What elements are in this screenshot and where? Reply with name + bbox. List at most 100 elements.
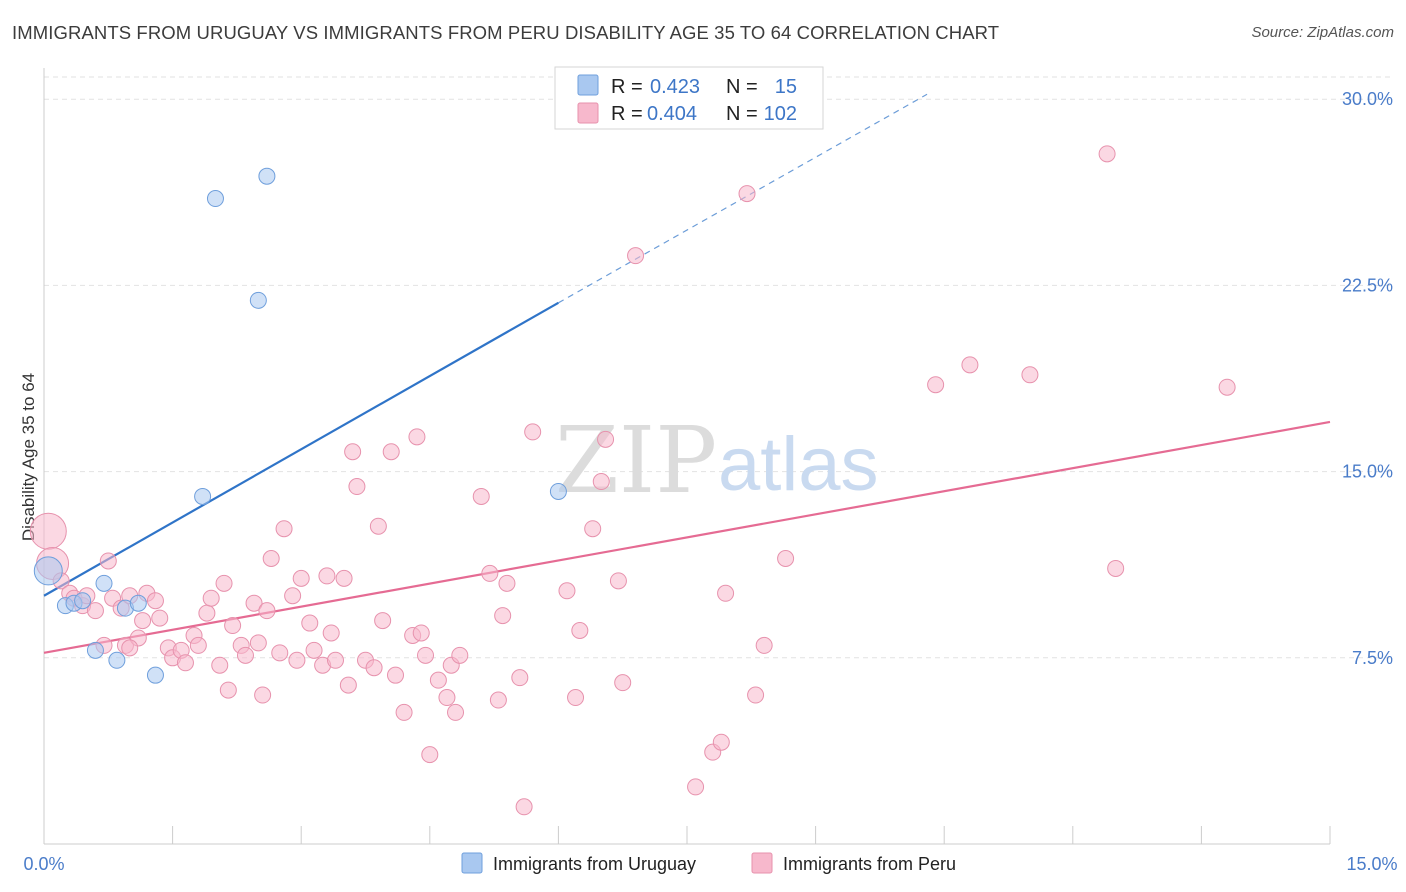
point-series-1-100: [219, 681, 237, 699]
point-series-1-101: [121, 639, 139, 657]
point-series-1-94: [1021, 366, 1039, 384]
point-series-1-31: [236, 646, 254, 664]
point-series-1-96: [1107, 559, 1125, 577]
point-series-1-70: [481, 564, 499, 582]
stats-legend-box: [554, 66, 824, 130]
y-tick-label-1: 15.0%: [1342, 462, 1393, 482]
point-series-1-25: [198, 604, 216, 622]
point-series-1-73: [498, 574, 516, 592]
x-tick-label-0: 0.0%: [23, 854, 64, 874]
data-points: [29, 145, 1236, 816]
bottom-legend-swatch-uruguay: [461, 852, 483, 874]
point-series-1-85: [687, 778, 705, 796]
chart-title: IMMIGRANTS FROM URUGUAY VS IMMIGRANTS FR…: [12, 22, 1000, 43]
y-tick-label-3: 30.0%: [1342, 89, 1393, 109]
y-axis-label: Disability Age 35 to 64: [19, 373, 38, 541]
y-tick-labels: 7.5% 15.0% 22.5% 30.0%: [1342, 89, 1393, 668]
point-series-1-72: [494, 607, 512, 625]
trend-line-series-0: [43, 301, 559, 597]
point-series-1-84: [627, 247, 645, 265]
point-series-1-75: [515, 798, 533, 816]
point-series-1-29: [224, 617, 242, 635]
point-series-1-38: [275, 520, 293, 538]
point-series-1-93: [961, 356, 979, 374]
point-series-1-33: [249, 634, 267, 652]
point-series-1-40: [288, 651, 306, 669]
point-series-1-97: [1218, 378, 1236, 396]
point-series-1-41: [292, 569, 310, 587]
point-series-1-64: [429, 671, 447, 689]
point-series-1-49: [339, 676, 357, 694]
legend-n-value-uruguay: 15: [775, 76, 797, 98]
point-series-1-76: [524, 423, 542, 441]
point-series-1-98: [712, 733, 730, 751]
point-series-1-71: [489, 691, 507, 709]
watermark-zip: ZIP: [555, 407, 717, 514]
point-series-1-48: [335, 569, 353, 587]
point-series-1-45: [318, 567, 336, 585]
legend-n-value-peru: 102: [764, 103, 797, 125]
x-tick-label-1: 15.0%: [1346, 854, 1397, 874]
point-series-1-87: [717, 584, 735, 602]
point-series-0-0: [33, 556, 63, 586]
point-series-1-47: [326, 651, 344, 669]
point-series-1-99: [558, 582, 576, 600]
point-series-1-35: [258, 602, 276, 620]
point-series-0-4: [86, 641, 104, 659]
point-series-1-69: [472, 487, 490, 505]
point-series-1-91: [777, 550, 795, 568]
series-legend: Immigrants from Uruguay Immigrants from …: [461, 852, 956, 874]
point-series-0-11: [206, 190, 224, 208]
point-series-0-8: [129, 594, 147, 612]
point-series-1-56: [382, 443, 400, 461]
x-tick-labels: 0.0% 15.0%: [23, 854, 1397, 874]
point-series-0-5: [95, 574, 113, 592]
y-tick-label-0: 7.5%: [1352, 648, 1393, 668]
point-series-1-82: [609, 572, 627, 590]
point-series-1-88: [738, 185, 756, 203]
grid-lines: [44, 76, 1392, 659]
point-series-1-60: [408, 428, 426, 446]
point-series-1-39: [284, 587, 302, 605]
chart-source: Source: ZipAtlas.com: [1251, 24, 1394, 41]
watermark-atlas: atlas: [718, 422, 879, 507]
bottom-legend-label-uruguay: Immigrants from Uruguay: [493, 854, 696, 874]
trend-lines: [43, 93, 1331, 654]
legend-r-value-peru: 0.404: [647, 103, 697, 125]
point-series-1-24: [189, 636, 207, 654]
point-series-0-12: [249, 291, 267, 309]
watermark: ZIP atlas: [555, 407, 879, 514]
point-series-1-77: [567, 689, 585, 707]
point-series-1-63: [421, 746, 439, 764]
legend-r-label-peru: R =: [611, 103, 643, 125]
point-series-1-65: [438, 689, 456, 707]
point-series-1-26: [202, 589, 220, 607]
bottom-legend-label-peru: Immigrants from Peru: [783, 854, 956, 874]
point-series-1-50: [344, 443, 362, 461]
point-series-0-13: [258, 167, 276, 185]
legend-swatch-peru: [577, 102, 599, 124]
point-series-1-68: [451, 646, 469, 664]
point-series-1-57: [387, 666, 405, 684]
point-series-1-79: [584, 520, 602, 538]
y-tick-label-2: 22.5%: [1342, 275, 1393, 295]
point-series-1-54: [369, 517, 387, 535]
point-series-1-62: [417, 646, 435, 664]
point-series-1-43: [305, 641, 323, 659]
point-series-1-80: [592, 473, 610, 491]
point-series-1-28: [215, 574, 233, 592]
legend-r-value-uruguay: 0.423: [650, 76, 700, 98]
point-series-1-90: [755, 636, 773, 654]
point-series-1-18: [151, 609, 169, 627]
point-series-1-81: [597, 430, 615, 448]
point-series-1-15: [134, 612, 152, 630]
point-series-1-95: [1098, 145, 1116, 163]
point-series-1-7: [86, 602, 104, 620]
point-series-1-42: [301, 614, 319, 632]
trend-line-series-1: [43, 420, 1331, 654]
point-series-1-27: [211, 656, 229, 674]
point-series-1-22: [176, 654, 194, 672]
point-series-1-58: [395, 703, 413, 721]
point-series-1-17: [146, 592, 164, 610]
